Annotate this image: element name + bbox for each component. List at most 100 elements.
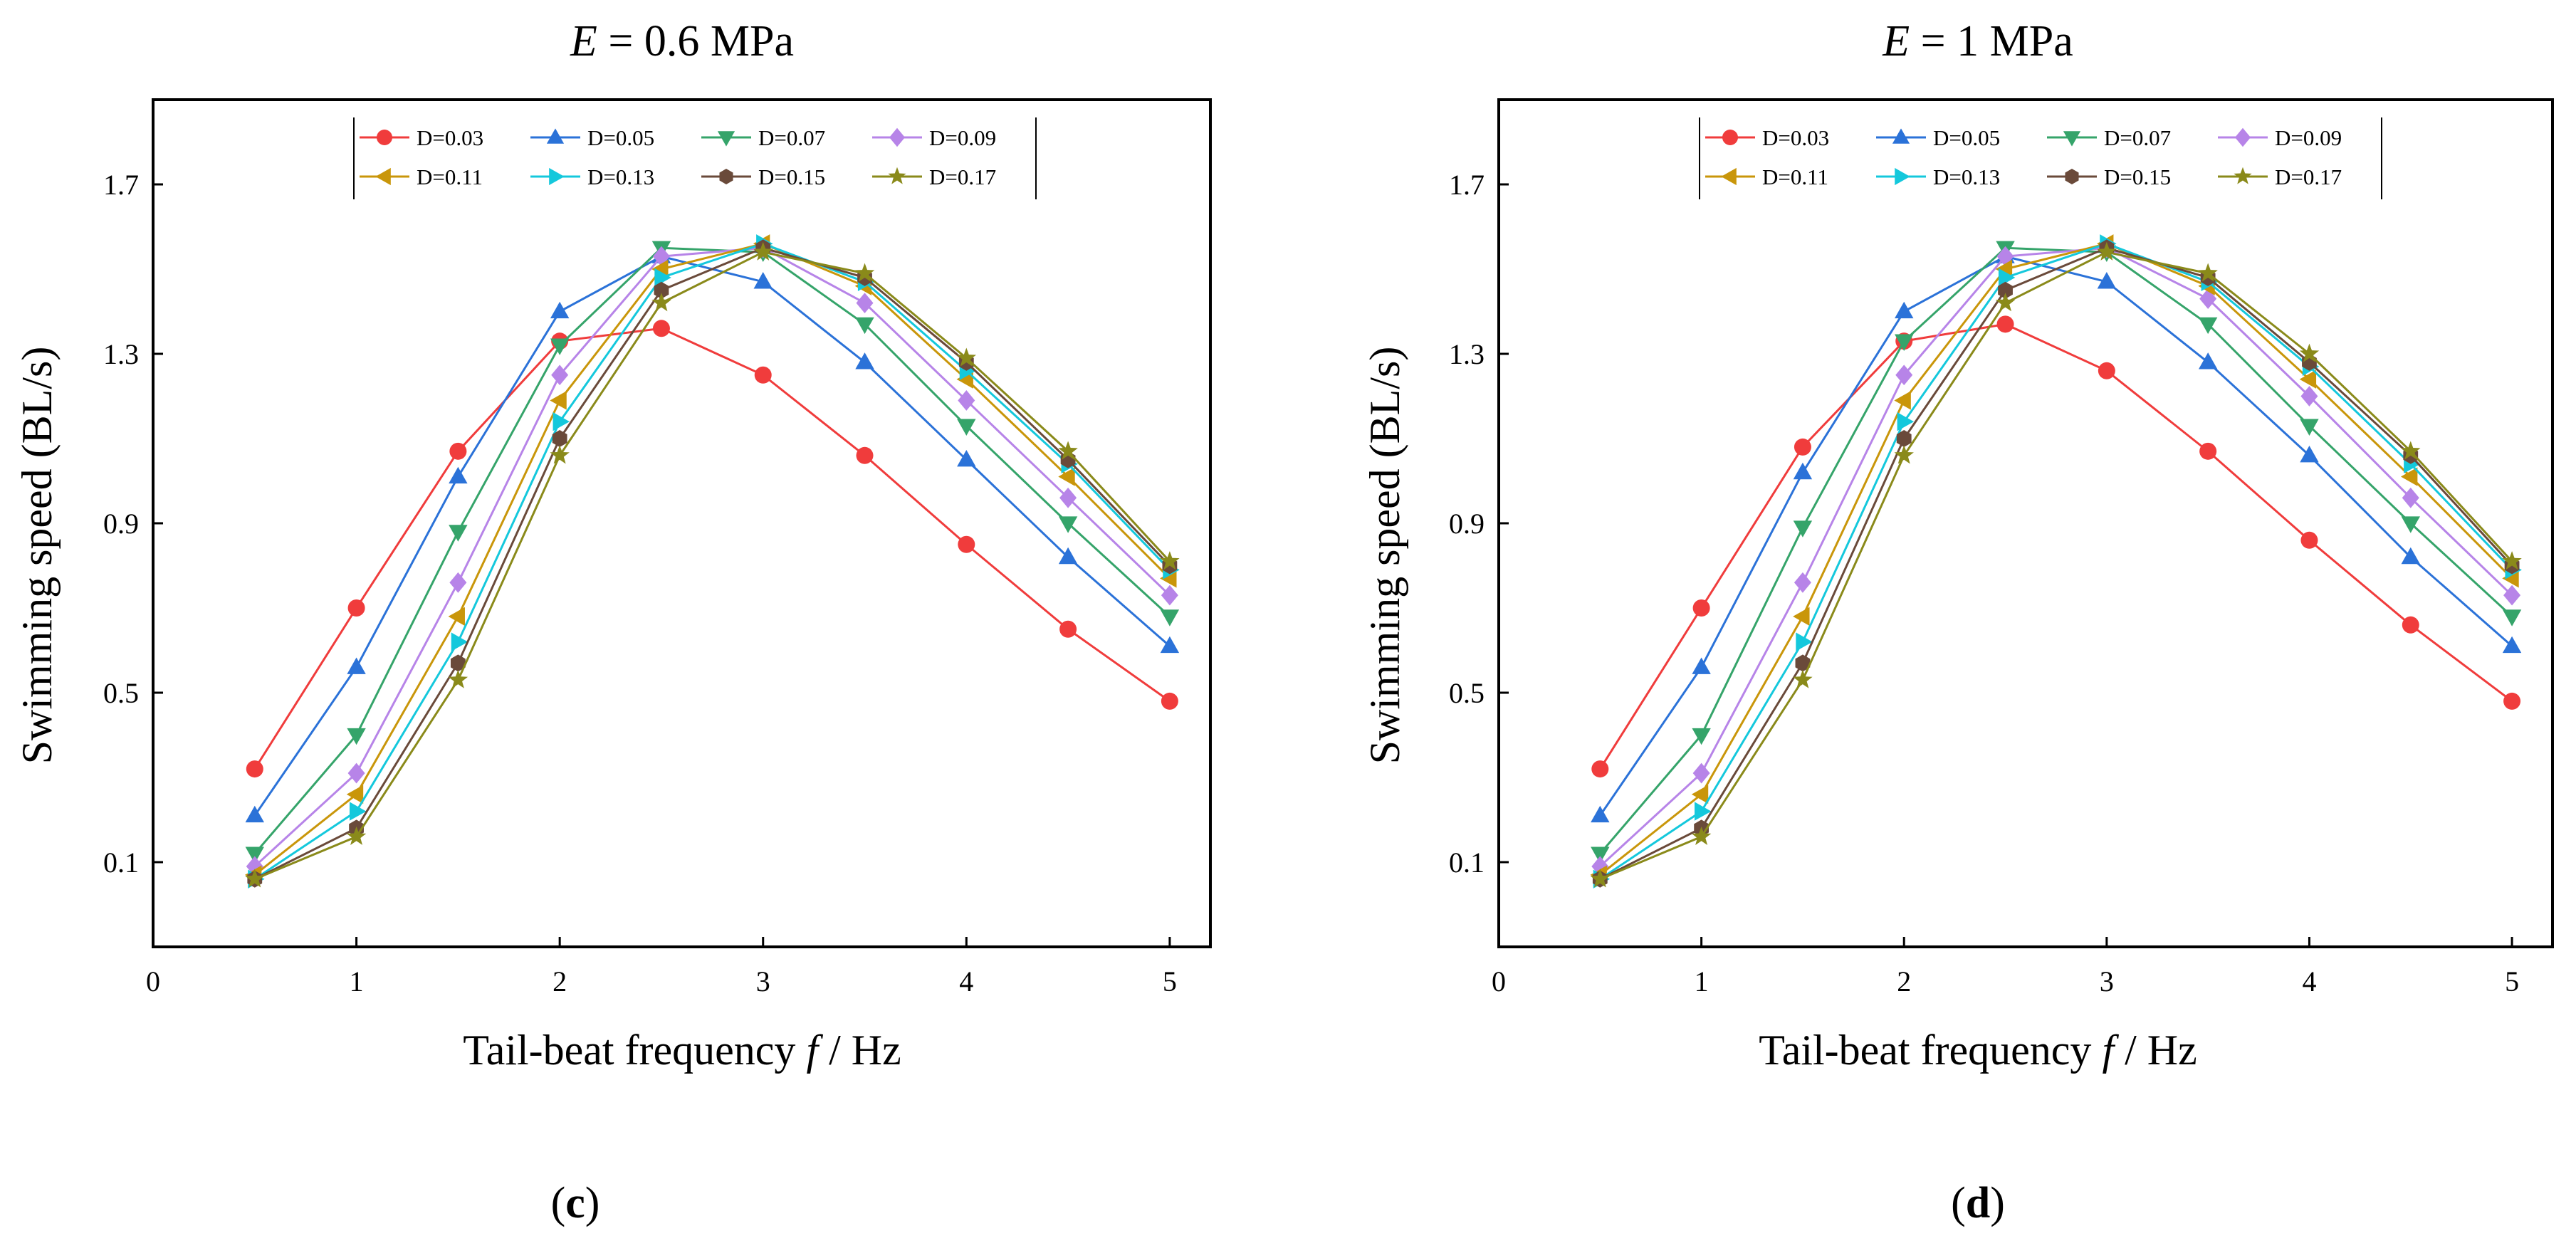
legend-item: D=0.15 <box>701 164 825 189</box>
series-line <box>253 242 1171 876</box>
x-tick-label: 5 <box>2505 965 2519 997</box>
data-point <box>1998 268 2016 288</box>
data-point <box>347 599 365 617</box>
data-point <box>958 535 975 553</box>
data-point <box>1894 445 1914 464</box>
legend-label: D=0.15 <box>2104 164 2171 189</box>
legend-marker <box>549 167 565 186</box>
legend-item: D=0.13 <box>1876 164 2000 189</box>
data-point <box>550 445 570 464</box>
data-point <box>245 869 265 888</box>
data-point <box>1591 760 1609 778</box>
data-point <box>1795 654 1811 672</box>
data-point <box>957 419 976 436</box>
series-D=0.17 <box>245 241 1180 888</box>
data-point <box>2502 551 2522 570</box>
legend-marker <box>2234 167 2252 184</box>
chart-panel-d: E = 1 MPa Swimming speed (BL/s) Tail-bea… <box>1361 17 2554 1074</box>
legend-label: D=0.03 <box>417 125 483 150</box>
data-point <box>1692 599 1710 617</box>
legend-marker <box>2235 127 2251 147</box>
legend-item: D=0.05 <box>1876 125 2000 150</box>
series-D=0.09 <box>1591 237 2521 877</box>
data-point <box>552 430 567 447</box>
data-point <box>1591 846 1610 864</box>
data-point <box>551 365 569 386</box>
data-point <box>1591 805 1610 823</box>
x-tick-label: 2 <box>1897 965 1911 997</box>
data-point <box>1059 620 1077 638</box>
data-point <box>1161 692 1178 710</box>
plot-frame <box>1497 98 2554 948</box>
data-point <box>1058 547 1078 565</box>
data-point <box>2300 419 2319 436</box>
series-D=0.03 <box>246 320 1178 778</box>
data-point <box>754 366 772 384</box>
legend-marker <box>719 169 733 184</box>
series-line <box>1599 246 2513 881</box>
y-axis-label: Swimming speed (BL/s) <box>1361 347 1408 765</box>
data-point <box>349 802 367 821</box>
data-point <box>245 846 264 864</box>
legend-marker <box>888 167 906 184</box>
legend-item: D=0.17 <box>872 164 996 189</box>
legend-label: D=0.13 <box>587 164 654 189</box>
data-point <box>1895 334 1914 351</box>
data-point <box>1691 785 1709 804</box>
series-line <box>254 246 1171 881</box>
legend-item: D=0.07 <box>2047 125 2171 150</box>
y-tick-label: 1.3 <box>1449 338 1485 370</box>
data-point <box>1796 632 1813 651</box>
data-point <box>957 449 976 467</box>
y-tick-label: 1.3 <box>103 338 139 370</box>
x-tick-label: 5 <box>1163 965 1177 997</box>
y-tick-label: 0.1 <box>103 846 139 879</box>
x-axis-label: Tail-beat frequency f / Hz <box>463 1027 901 1074</box>
data-point <box>1692 762 1710 784</box>
data-point <box>1793 669 1813 688</box>
data-point <box>346 826 367 845</box>
data-point <box>2502 609 2522 626</box>
plot-area: 0 1 2 3 4 50.10.50.91.31.7D=0.03 D=0.05 D=0.07 D… <box>103 98 1212 997</box>
data-point <box>1692 728 1711 745</box>
data-point <box>2097 272 2117 289</box>
legend-label: D=0.05 <box>587 125 654 150</box>
data-point <box>856 446 874 464</box>
data-point <box>854 263 875 282</box>
data-point <box>1794 438 1811 456</box>
data-point <box>654 268 671 288</box>
data-point <box>956 347 977 367</box>
data-point <box>1895 365 1913 386</box>
data-point <box>2400 467 2418 486</box>
x-tick-label: 2 <box>553 965 567 997</box>
data-point <box>1161 584 1178 606</box>
data-point <box>2097 241 2117 261</box>
y-axis-label: Swimming speed (BL/s) <box>14 347 61 765</box>
data-point <box>1591 856 1609 877</box>
data-point <box>654 281 669 299</box>
data-point <box>449 525 468 542</box>
data-point <box>958 390 975 411</box>
legend-item: D=0.11 <box>1705 164 1828 189</box>
data-point <box>1897 412 1915 431</box>
x-axis-label: Tail-beat frequency f / Hz <box>1759 1027 2197 1074</box>
data-point <box>1896 430 1912 447</box>
data-point <box>451 632 468 651</box>
data-point <box>1059 487 1077 508</box>
data-point <box>449 442 467 460</box>
legend-label: D=0.07 <box>2104 125 2171 150</box>
series-line <box>1599 242 2513 876</box>
legend-label: D=0.13 <box>1933 164 2000 189</box>
legend-marker <box>2063 131 2081 147</box>
x-tick-label: 3 <box>756 965 770 997</box>
legend-label: D=0.09 <box>2275 125 2342 150</box>
data-point <box>1793 520 1813 538</box>
legend-label: D=0.17 <box>2275 164 2342 189</box>
data-point <box>1895 301 1914 319</box>
data-point <box>347 657 366 674</box>
data-point <box>2502 636 2522 654</box>
y-tick-label: 0.5 <box>1449 677 1485 709</box>
legend-item: D=0.03 <box>1705 125 1829 150</box>
legend-label: D=0.05 <box>1933 125 2000 150</box>
legend-label: D=0.17 <box>929 164 996 189</box>
